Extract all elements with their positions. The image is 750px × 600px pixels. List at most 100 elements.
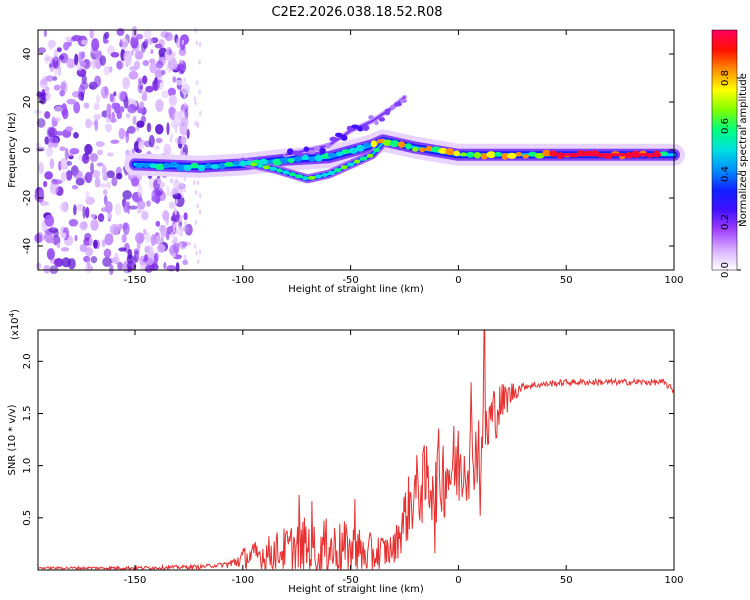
noise-blob	[49, 181, 59, 195]
noise-blob	[43, 29, 47, 38]
noise-blob	[168, 201, 175, 209]
noise-blob	[155, 98, 164, 112]
noise-blob	[141, 211, 149, 221]
noise-blob	[81, 39, 88, 46]
noise-blob	[172, 53, 176, 59]
trace-blob	[218, 162, 226, 170]
noise-blob	[59, 146, 66, 152]
noise-blob	[96, 162, 104, 167]
trace-blob	[334, 168, 342, 173]
colorbar-frame	[711, 29, 738, 271]
trace-blob	[438, 147, 448, 154]
noise-blob	[125, 112, 131, 119]
noise-blob	[124, 53, 133, 66]
trace-blob	[142, 162, 150, 169]
noise-blob	[134, 50, 144, 60]
noise-blob	[194, 219, 197, 225]
trace-blob	[308, 156, 316, 162]
noise-blob	[154, 79, 163, 84]
noise-blob	[112, 102, 121, 108]
noise-blob	[65, 36, 73, 43]
noise-blob	[45, 238, 55, 244]
noise-blob	[179, 122, 188, 136]
noise-blob	[94, 177, 101, 188]
noise-blob	[122, 77, 131, 90]
trace-blob	[149, 163, 157, 169]
noise-blob	[193, 243, 197, 249]
noise-blob	[130, 104, 136, 111]
trace-blob	[321, 152, 330, 159]
trace-blob	[336, 151, 343, 157]
noise-blob	[154, 43, 163, 49]
noise-blob	[95, 50, 102, 60]
noise-blob	[173, 252, 176, 258]
trace-blob	[466, 151, 475, 158]
noise-blob	[53, 84, 61, 91]
noise-blob	[137, 185, 143, 198]
noise-blob	[198, 209, 202, 215]
noise-blob	[103, 189, 108, 196]
noise-blob	[111, 176, 118, 187]
noise-blob	[47, 39, 57, 48]
noise-blob	[66, 160, 73, 166]
noise-blob	[47, 127, 58, 138]
snr-multiplier-base: (x10	[10, 317, 21, 340]
noise-blob	[171, 231, 174, 237]
noise-blob	[109, 93, 114, 103]
noise-blob	[154, 145, 160, 151]
noise-blob	[130, 49, 134, 56]
trace-blob	[329, 136, 338, 142]
spectrogram-y-tick-label: -20	[22, 190, 33, 206]
trace-blob	[319, 147, 326, 155]
noise-blob	[196, 180, 200, 186]
noise-blob	[132, 115, 137, 125]
trace-blob	[257, 163, 263, 168]
noise-blob	[171, 188, 179, 195]
trace-blob	[190, 162, 199, 169]
spectrogram-y-label: Frequency (Hz)	[7, 112, 18, 188]
noise-blob	[90, 219, 99, 231]
noise-blob	[181, 182, 184, 188]
noise-blob	[150, 49, 154, 55]
noise-blob	[54, 105, 64, 113]
spectrogram-x-tick-label: -50	[342, 275, 358, 286]
noise-blob	[59, 89, 66, 97]
noise-blob	[103, 39, 109, 44]
noise-blob	[49, 158, 55, 169]
trace-blob	[325, 142, 331, 149]
noise-blob	[172, 179, 181, 190]
noise-blob	[39, 92, 47, 105]
noise-blob	[72, 170, 83, 180]
trace-blob	[378, 117, 386, 122]
noise-blob	[178, 122, 181, 128]
trace-blob	[522, 154, 529, 159]
trace-blob	[250, 162, 258, 167]
trace-blob	[205, 163, 212, 169]
noise-blob	[118, 247, 127, 252]
snr-multiplier-exponent: 4	[8, 312, 16, 317]
trace-blob	[384, 108, 391, 116]
noise-blob	[157, 178, 162, 185]
noise-blob	[135, 33, 144, 40]
trace-blob	[232, 161, 240, 166]
snr-y-tick-label: 1.0	[22, 458, 33, 474]
trace-blob	[314, 174, 322, 179]
noise-blob	[93, 239, 98, 249]
noise-blob	[90, 256, 98, 264]
noise-blob	[145, 85, 154, 93]
noise-blob	[123, 200, 129, 213]
noise-blob	[171, 63, 174, 69]
noise-blob	[139, 101, 145, 110]
noise-blob	[82, 206, 86, 219]
noise-blob	[90, 213, 96, 219]
snr-x-tick-label: 0	[455, 575, 461, 586]
noise-blob	[163, 143, 172, 157]
trace-blob	[348, 147, 358, 154]
noise-blob	[195, 40, 199, 46]
trace-blob	[390, 104, 396, 110]
trace-blob	[239, 160, 247, 167]
trace-blob	[486, 151, 496, 159]
noise-blob	[143, 228, 147, 236]
noise-blob	[174, 222, 178, 228]
noise-blob	[45, 75, 54, 82]
